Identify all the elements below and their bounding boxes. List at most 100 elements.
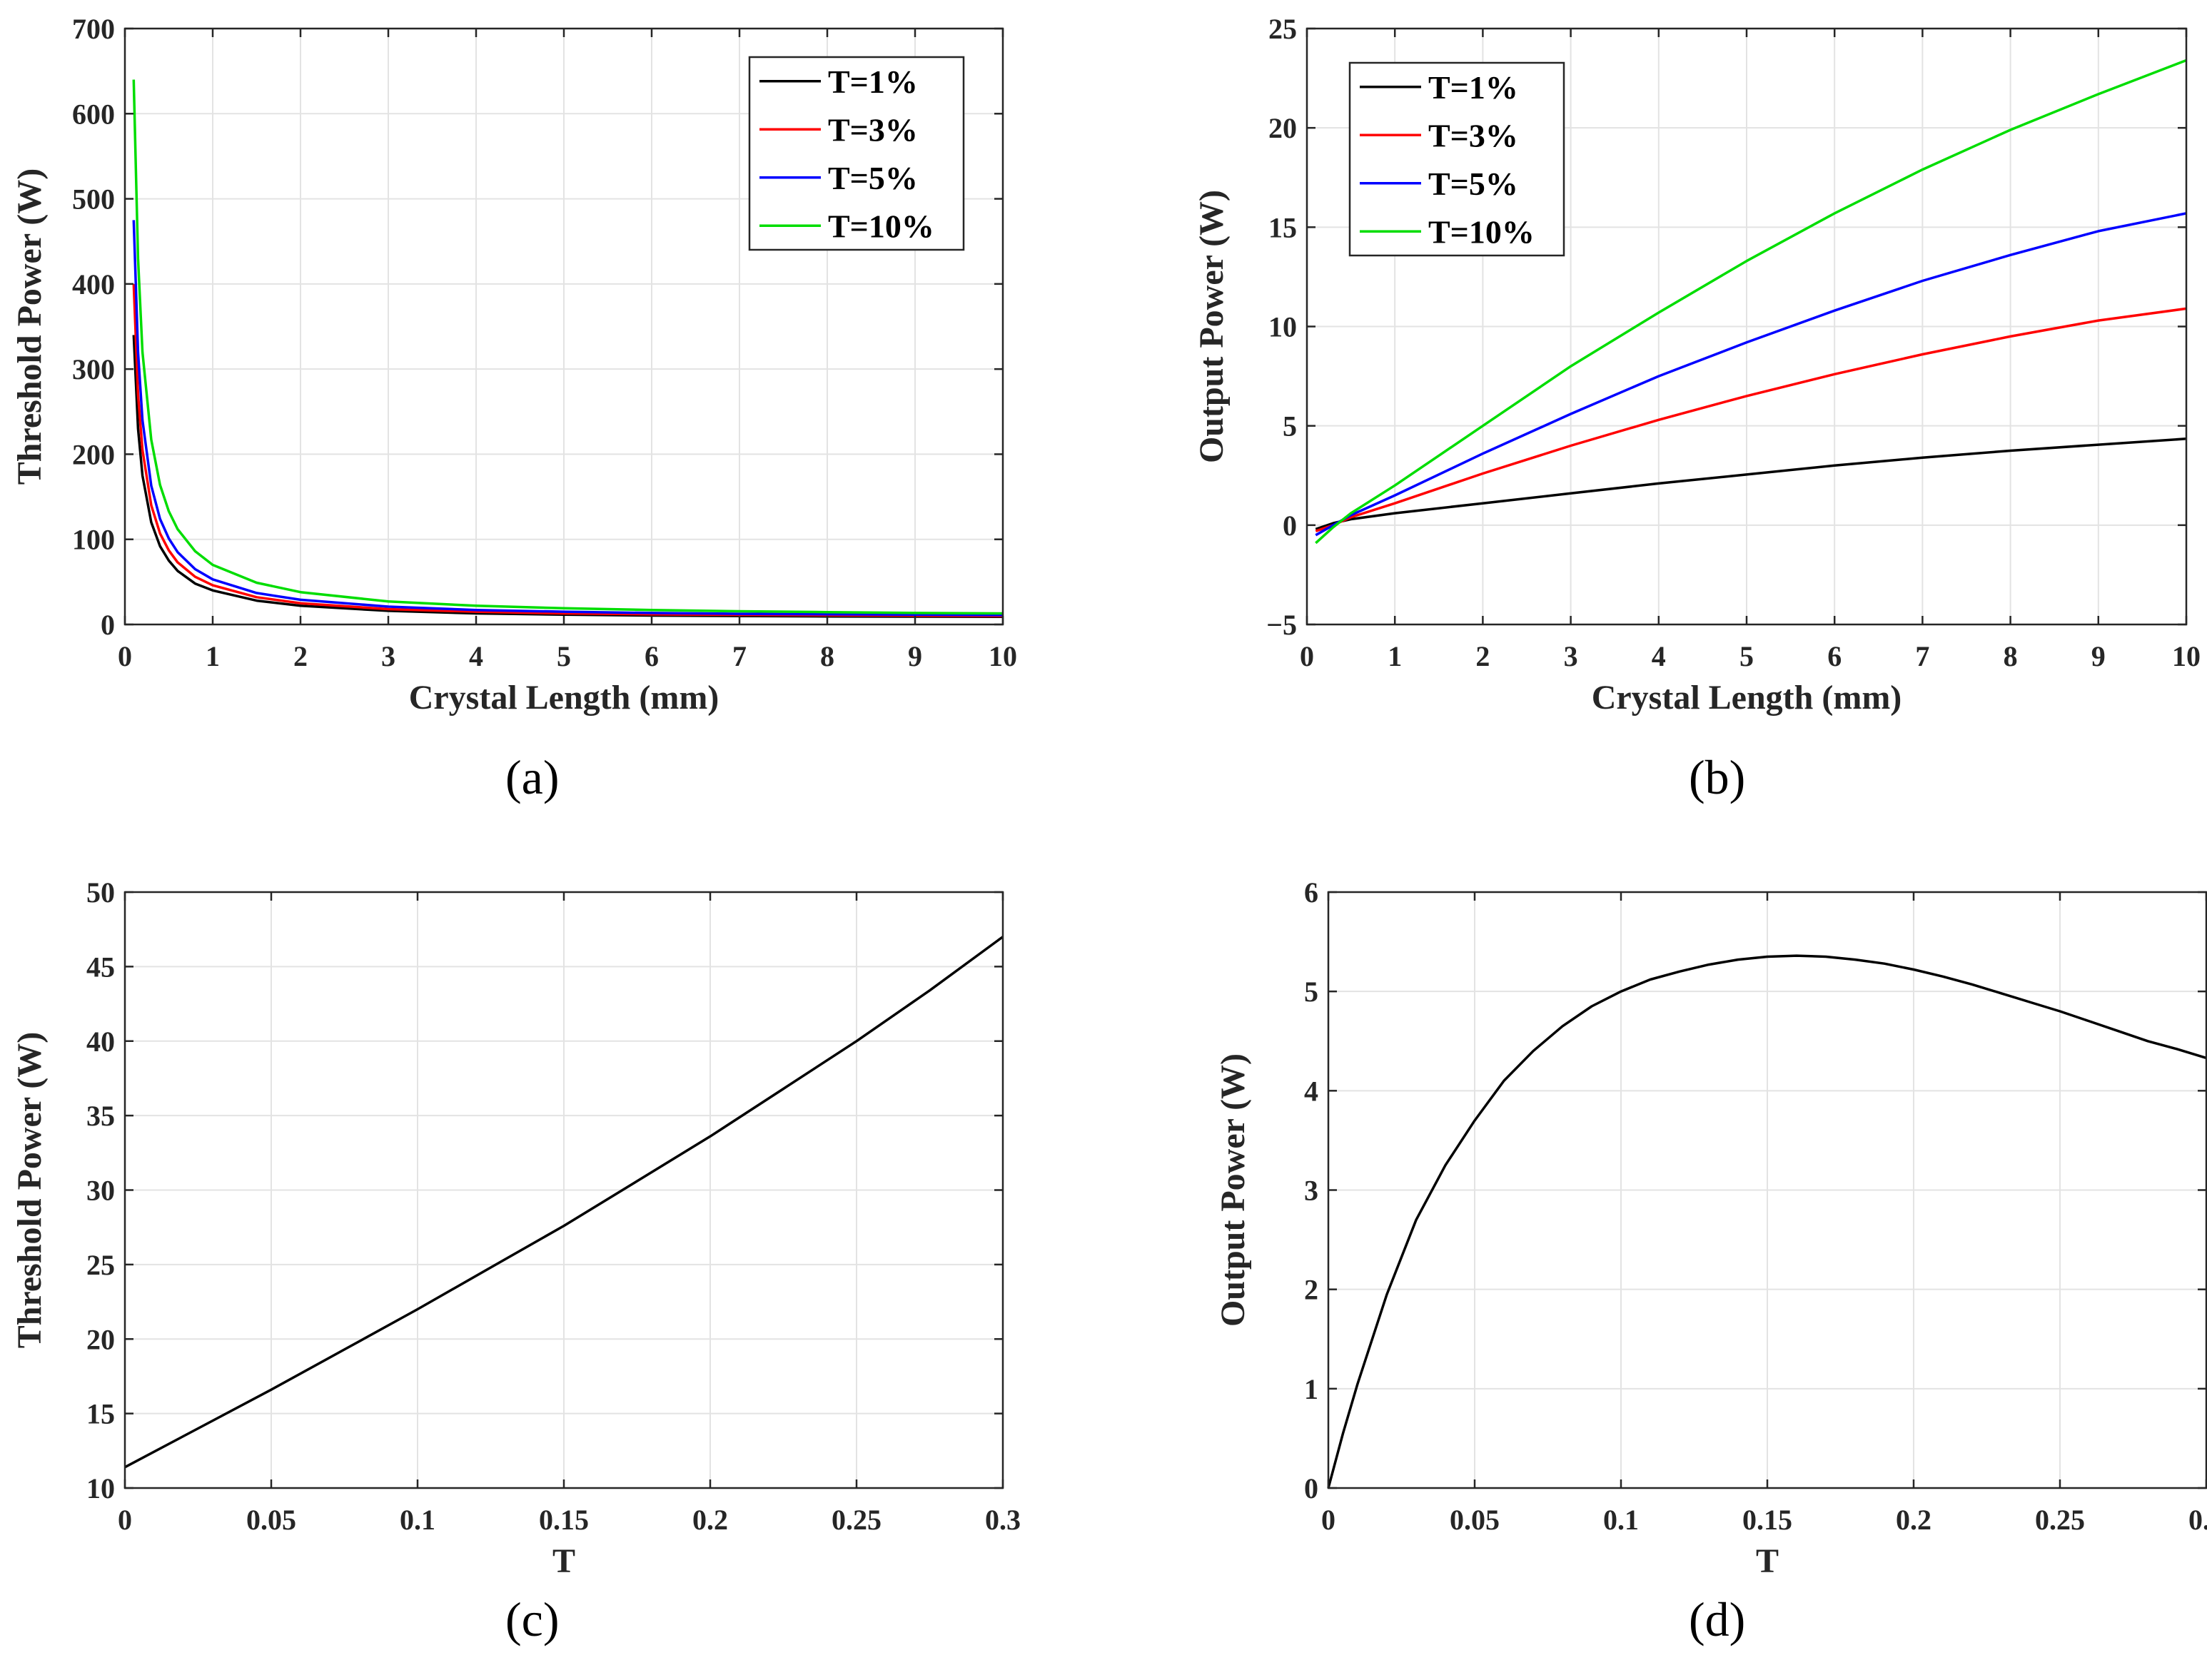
y-tick-label: 5 bbox=[1283, 410, 1297, 442]
x-tick-label: 1 bbox=[1388, 640, 1402, 672]
chart-panel-c: 0 0.05 0.1 0.15 0.2 0.25 0.3 10 15 20 25 30 35 40 45 50… bbox=[11, 876, 1021, 1580]
y-tick-label: 5 bbox=[1304, 976, 1318, 1008]
x-tick-label: 3 bbox=[381, 640, 395, 672]
y-tick-label: 1 bbox=[1304, 1373, 1318, 1405]
legend-label: T=1% bbox=[1428, 69, 1518, 106]
x-tick-label: 6 bbox=[1827, 640, 1842, 672]
y-tick-label: 2 bbox=[1304, 1274, 1318, 1306]
x-tick-label: 0.15 bbox=[539, 1504, 589, 1536]
y-tick-label: 0 bbox=[1304, 1472, 1318, 1504]
y-tick-label: 40 bbox=[86, 1026, 115, 1058]
panel-label-d: (d) bbox=[1689, 1592, 1746, 1646]
x-tick-label: 8 bbox=[2004, 640, 2018, 672]
legend-label: T=1% bbox=[828, 64, 918, 100]
y-axis-label: Output Power (W) bbox=[1214, 1053, 1252, 1327]
y-tick-label: 15 bbox=[1268, 211, 1297, 243]
x-tick-label: 0 bbox=[118, 640, 132, 672]
series-line-1 bbox=[124, 936, 1004, 1469]
y-tick-label: 500 bbox=[72, 183, 115, 216]
y-tick-label: 0 bbox=[1283, 510, 1297, 542]
y-tick-label: 700 bbox=[72, 13, 115, 45]
x-tick-label: 0.3 bbox=[985, 1504, 1021, 1536]
y-tick-label: 0 bbox=[101, 609, 115, 641]
series-line-T10 bbox=[132, 79, 1004, 615]
y-tick-label: 20 bbox=[86, 1323, 115, 1355]
legend-label: T=10% bbox=[1428, 213, 1535, 250]
x-tick-label: 7 bbox=[732, 640, 747, 672]
x-tick-label: 0.1 bbox=[1603, 1504, 1639, 1536]
y-tick-label: 45 bbox=[86, 951, 115, 983]
y-tick-label: 20 bbox=[1268, 112, 1297, 144]
y-tick-label: 10 bbox=[1268, 311, 1297, 343]
legend-label: T=10% bbox=[828, 208, 934, 244]
y-tick-label: 300 bbox=[72, 353, 115, 385]
y-tick-label: 10 bbox=[86, 1472, 115, 1504]
x-tick-label: 0 bbox=[1321, 1504, 1335, 1536]
x-tick-label: 0.05 bbox=[246, 1504, 296, 1536]
x-tick-label: 5 bbox=[1739, 640, 1754, 672]
x-tick-label: 0.3 bbox=[2188, 1504, 2207, 1536]
chart-panel-a: 0 1 2 3 4 5 6 7 8 9 100100200300400500600700Crysta… bbox=[11, 13, 1017, 717]
panel-label-c: (c) bbox=[505, 1592, 560, 1646]
x-tick-label: 0.05 bbox=[1450, 1504, 1500, 1536]
y-tick-label: 50 bbox=[86, 876, 115, 909]
x-tick-label: 0 bbox=[1300, 640, 1314, 672]
x-tick-label: 3 bbox=[1564, 640, 1578, 672]
y-tick-label: 25 bbox=[1268, 13, 1297, 45]
y-tick-label: 6 bbox=[1304, 876, 1318, 909]
y-tick-label: 25 bbox=[86, 1249, 115, 1281]
series-line-T10 bbox=[1315, 59, 2187, 545]
legend-label: T=3% bbox=[828, 111, 918, 148]
y-tick-label: 3 bbox=[1304, 1175, 1318, 1207]
y-axis-label: Output Power (W) bbox=[1193, 190, 1231, 463]
series-line-T1 bbox=[1315, 437, 2187, 531]
series-line-T3 bbox=[1315, 307, 2187, 532]
x-tick-label: 9 bbox=[2091, 640, 2106, 672]
x-axis-label: T bbox=[1756, 1542, 1779, 1580]
y-tick-label: 15 bbox=[86, 1398, 115, 1430]
x-tick-label: 10 bbox=[2172, 640, 2201, 672]
x-tick-label: 4 bbox=[1652, 640, 1666, 672]
x-tick-label: 10 bbox=[989, 640, 1017, 672]
x-tick-label: 4 bbox=[469, 640, 483, 672]
x-tick-label: 5 bbox=[557, 640, 571, 672]
y-tick-label: 30 bbox=[86, 1175, 115, 1207]
x-tick-label: 0.2 bbox=[692, 1504, 728, 1536]
y-tick-label: 200 bbox=[72, 438, 115, 470]
legend-label: T=3% bbox=[1428, 117, 1518, 153]
x-axis-label: T bbox=[552, 1542, 575, 1580]
x-tick-label: 2 bbox=[1475, 640, 1490, 672]
legend-box bbox=[748, 56, 965, 251]
chart-panel-d: 0 0.05 0.1 0.15 0.2 0.25 0.3 0 1 2 3 4 5 6 T Output Pow… bbox=[1214, 876, 2207, 1580]
x-tick-label: 6 bbox=[645, 640, 659, 672]
series-line-1 bbox=[1327, 954, 2207, 1489]
legend-label: T=5% bbox=[828, 160, 918, 196]
x-tick-label: 0.2 bbox=[1896, 1504, 1931, 1536]
x-tick-label: 7 bbox=[1915, 640, 1929, 672]
x-tick-label: 0 bbox=[118, 1504, 132, 1536]
legend-box bbox=[1348, 61, 1565, 257]
series-line-T5 bbox=[1315, 212, 2187, 537]
y-tick-label: −5 bbox=[1266, 609, 1297, 641]
y-axis-label: Threshold Power (W) bbox=[11, 168, 49, 485]
x-tick-label: 0.25 bbox=[2035, 1504, 2085, 1536]
series-line-T5 bbox=[132, 220, 1004, 617]
x-tick-label: 0.25 bbox=[832, 1504, 882, 1536]
y-tick-label: 600 bbox=[72, 98, 115, 130]
panel-label-b: (b) bbox=[1689, 750, 1746, 804]
y-tick-label: 35 bbox=[86, 1100, 115, 1132]
y-tick-label: 400 bbox=[72, 268, 115, 300]
x-tick-label: 9 bbox=[908, 640, 922, 672]
x-tick-label: 0.15 bbox=[1742, 1504, 1792, 1536]
x-axis-label: Crystal Length (mm) bbox=[409, 679, 719, 717]
panel-label-a: (a) bbox=[505, 750, 560, 804]
x-tick-label: 8 bbox=[820, 640, 834, 672]
y-tick-label: 4 bbox=[1304, 1075, 1318, 1107]
x-axis-label: Crystal Length (mm) bbox=[1592, 679, 1902, 717]
y-tick-label: 100 bbox=[72, 524, 115, 556]
x-tick-label: 1 bbox=[206, 640, 220, 672]
x-tick-label: 0.1 bbox=[400, 1504, 435, 1536]
x-tick-label: 2 bbox=[293, 640, 308, 672]
